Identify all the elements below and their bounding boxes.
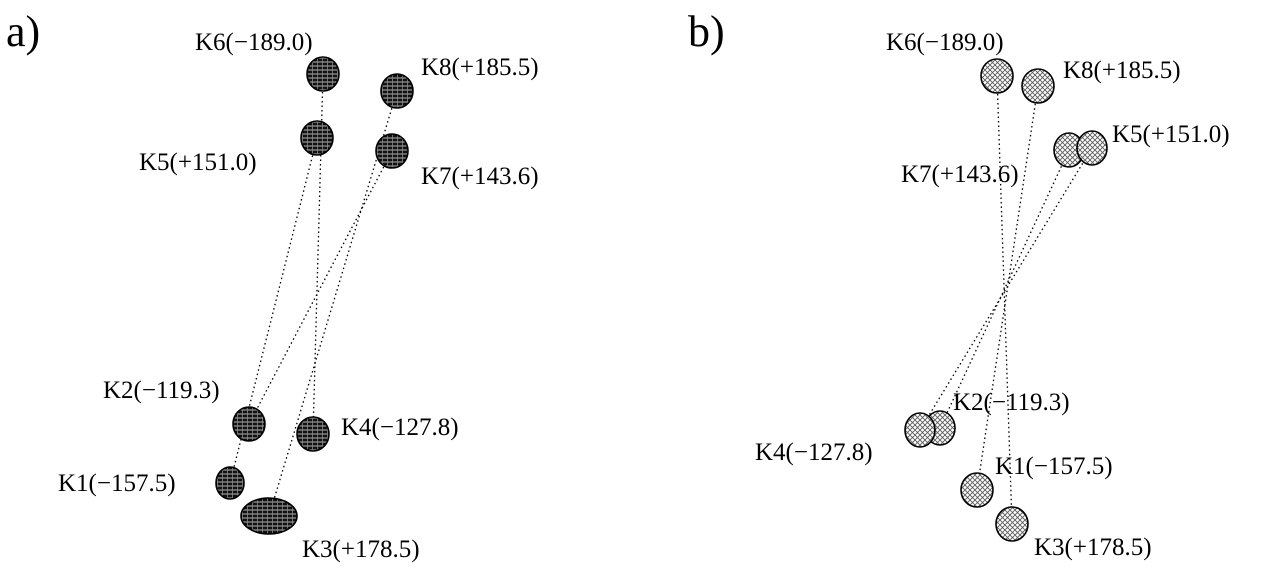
node-a-k6: K6(−189.0) [195,29,340,92]
link-b-k6-k3 [996,75,1013,525]
link-b-k8-k1 [976,85,1039,491]
node-b-k8: K8(+185.5) [1021,57,1181,104]
node-b-k1-label: K1(−157.5) [995,453,1113,480]
node-b-k8-label: K8(+185.5) [1063,57,1181,84]
node-a-k8-label: K8(+185.5) [421,54,539,81]
node-a-k6-label: K6(−189.0) [195,29,313,56]
node-a-k4-label: K4(−127.8) [341,414,459,441]
panel-a-links [229,73,398,517]
link-b-k7-k2 [939,149,1070,429]
node-a-k2-label: K2(−119.3) [103,377,220,404]
node-a-k8-sphere [380,73,414,109]
panel-b-nodes: K6(−189.0) K8(+185.5) K7(+143.6) K5(+151… [755,29,1230,561]
node-b-k2-label: K2(−119.3) [953,389,1070,416]
link-a-k6-k4 [312,73,324,435]
link-a-k8-k3 [268,90,398,517]
node-b-k3-label: K3(+178.5) [1034,534,1152,561]
node-a-k3: K3(+178.5) [240,497,420,563]
node-a-k7-sphere [375,133,409,169]
node-a-k2-sphere [232,406,266,442]
node-a-k8: K8(+185.5) [380,54,539,109]
panel-b-links [919,75,1093,525]
node-a-k5: K5(+151.0) [139,120,334,176]
node-b-k2: K2(−119.3) [924,389,1070,446]
node-b-k5: K5(+151.0) [1076,121,1230,166]
link-b-k5-k4 [919,147,1093,431]
panel-a-label: a) [6,7,40,56]
node-b-k4: K4(−127.8) [755,412,936,466]
node-b-k7-label: K7(+143.6) [901,161,1019,188]
node-b-k3: K3(+178.5) [995,506,1152,561]
node-a-k1-label: K1(−157.5) [58,470,176,497]
node-a-k5-label: K5(+151.0) [139,149,257,176]
node-a-k3-label: K3(+178.5) [302,536,420,563]
panel-b-label: b) [688,7,725,56]
node-a-k6-sphere [306,56,340,92]
node-b-k6-sphere [980,58,1014,94]
node-a-k1-sphere [215,466,245,500]
link-a-k5-k1 [229,137,318,484]
node-b-k6-label: K6(−189.0) [886,29,1004,56]
node-b-k1-sphere [960,472,994,508]
node-b-k3-sphere [995,506,1029,542]
panel-a-nodes: K6(−189.0) K8(+185.5) K5(+151.0) K7(+143… [58,29,539,563]
node-b-k5-label: K5(+151.0) [1112,121,1230,148]
node-a-k2: K2(−119.3) [103,377,266,442]
node-a-k4-sphere [296,416,330,452]
node-a-k7-label: K7(+143.6) [421,163,539,190]
node-b-k1: K1(−157.5) [960,453,1113,508]
node-b-k4-label: K4(−127.8) [755,439,873,466]
node-b-k8-sphere [1021,68,1055,104]
node-a-k1: K1(−157.5) [58,466,245,500]
node-a-k5-sphere [300,120,334,156]
node-b-k7: K7(+143.6) [901,132,1085,188]
node-a-k4: K4(−127.8) [296,414,459,452]
link-a-k7-k2 [248,150,393,425]
node-a-k7: K7(+143.6) [375,133,539,190]
node-b-k6: K6(−189.0) [886,29,1014,94]
node-a-k3-sphere [240,497,298,535]
node-b-k5-sphere [1076,130,1108,166]
node-b-k4-sphere [904,412,936,448]
